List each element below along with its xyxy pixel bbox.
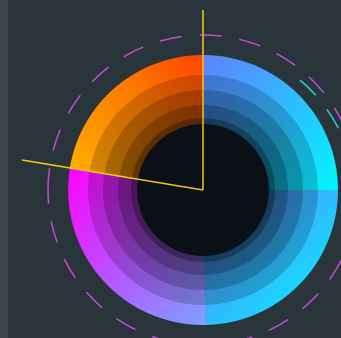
- warm-ring-outer[interactable]: [68, 55, 338, 325]
- wheel-segment-warm[interactable]: [68, 55, 338, 325]
- left-scrollbar[interactable]: [0, 0, 8, 338]
- selector-line-diagonal[interactable]: [21, 159, 204, 191]
- orbit-dash-arc-cyan: [299, 79, 341, 136]
- hue-selector[interactable]: [21, 10, 204, 191]
